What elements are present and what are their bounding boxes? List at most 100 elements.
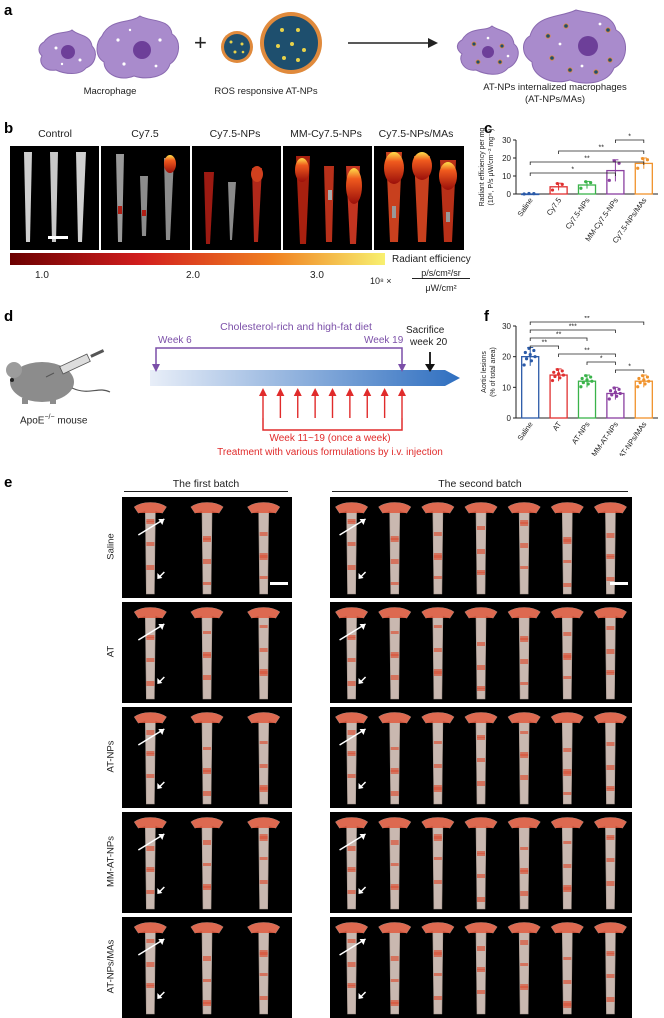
week19-label: Week 19 <box>364 335 404 346</box>
x-tick-label: AT <box>551 420 564 433</box>
plus-sign: + <box>194 30 207 55</box>
data-point <box>590 379 594 383</box>
significance-mark: * <box>628 364 631 371</box>
data-point <box>522 363 526 367</box>
colorbar-unit-denominator: μW/cm² <box>425 283 457 293</box>
aorta <box>550 922 584 1015</box>
aorta <box>335 712 368 805</box>
lesion-arrow-icon <box>339 518 367 579</box>
injection-arrowhead <box>398 388 406 396</box>
macrophage-large-icon <box>96 15 179 79</box>
scale-bar <box>610 582 628 585</box>
aorta <box>421 922 455 1015</box>
mouse-icon <box>6 362 111 404</box>
chart-f: 0 10 20 30 Aortic lesions (% of total area) Sa… <box>481 316 658 456</box>
significance-bracket <box>614 139 645 143</box>
timeline-arrow <box>150 370 460 386</box>
aorta-image-batch2 <box>330 707 632 808</box>
row-label-2: AT <box>105 645 117 657</box>
aorta <box>335 922 368 1015</box>
treatment-label-1: Week 11~19 (once a week) <box>269 433 391 444</box>
scale-bar <box>48 236 68 239</box>
data-point <box>523 350 527 355</box>
group-title-cy75: Cy7.5 <box>131 128 159 140</box>
significance-bracket <box>529 329 616 333</box>
nps-caption: ROS responsive AT-NPs <box>214 86 318 97</box>
lesion-arrow-icon <box>339 833 367 894</box>
significance-mark: * <box>600 356 603 363</box>
panel-a-illustration <box>38 9 626 84</box>
significance-bracket <box>529 337 588 341</box>
significance-mark: ** <box>556 332 562 339</box>
data-point <box>585 378 589 382</box>
aorta <box>421 607 455 700</box>
data-point <box>555 367 559 372</box>
aorta <box>247 712 281 805</box>
data-point <box>643 382 647 386</box>
aorta <box>335 607 368 700</box>
fluorescence-images <box>10 146 464 250</box>
aorta <box>378 607 412 700</box>
data-point <box>617 387 621 391</box>
panel-c-label: c <box>484 120 493 137</box>
colorbar <box>10 253 385 265</box>
significance-bracket <box>558 353 616 357</box>
data-point <box>608 389 613 393</box>
lesion-arrow-icon <box>137 518 165 579</box>
scale-bar <box>270 582 288 585</box>
data-point <box>636 166 640 170</box>
row-label-1: Saline <box>105 532 117 560</box>
aorta <box>550 607 584 700</box>
aorta <box>247 817 281 910</box>
aorta <box>507 922 541 1015</box>
mouse-strain: ApoE <box>20 415 45 427</box>
group-title-control: Control <box>38 128 72 140</box>
loaded-macrophage-large-icon <box>523 9 626 84</box>
aorta <box>464 922 498 1015</box>
data-point <box>589 375 593 379</box>
colorbar-tick-2: 2.0 <box>186 270 200 281</box>
aorta-image-batch1 <box>122 812 292 913</box>
significance-mark: *** <box>569 324 577 331</box>
colorbar-tick-1: 1.0 <box>35 270 49 281</box>
data-point <box>580 376 584 381</box>
aorta <box>507 607 541 700</box>
aorta <box>190 712 224 805</box>
aorta <box>190 607 224 700</box>
batch1-label: The first batch <box>172 478 240 490</box>
aorta <box>378 502 412 595</box>
x-tick-label: AT-NPs/MAs <box>617 420 649 456</box>
aorta-image-batch1 <box>122 707 292 808</box>
significance-bracket <box>614 369 645 373</box>
data-point <box>589 180 593 185</box>
data-point <box>532 192 536 196</box>
significance-bracket <box>529 345 559 349</box>
data-point <box>579 186 583 190</box>
syringe-icon <box>45 349 105 378</box>
aorta <box>550 502 584 595</box>
lesion-arrow-icon <box>137 938 165 999</box>
significance-mark: * <box>571 167 574 174</box>
injection-arrowhead <box>276 388 285 396</box>
aorta <box>507 817 541 910</box>
diet-label: Cholesterol-rich and high-fat diet <box>220 321 372 333</box>
y-axis-label: Aortic lesions <box>481 351 488 393</box>
aorta <box>594 502 627 595</box>
batch2-line <box>332 491 628 492</box>
data-point <box>528 352 532 357</box>
x-tick-label: Saline <box>516 420 535 442</box>
data-point <box>645 158 650 162</box>
significance-mark: ** <box>584 348 590 355</box>
aorta-image-batch2 <box>330 917 632 1018</box>
aorta <box>378 712 412 805</box>
data-point <box>533 355 537 359</box>
week19-arrowhead <box>398 364 406 372</box>
aorta <box>335 502 368 595</box>
data-point <box>561 373 566 377</box>
data-point <box>558 376 562 380</box>
injection-arrowhead <box>311 388 320 396</box>
aorta <box>421 502 455 595</box>
data-point <box>584 374 588 378</box>
y-axis-label: Radiant efficiency per mg <box>479 128 486 206</box>
injection-arrowhead <box>380 388 389 396</box>
